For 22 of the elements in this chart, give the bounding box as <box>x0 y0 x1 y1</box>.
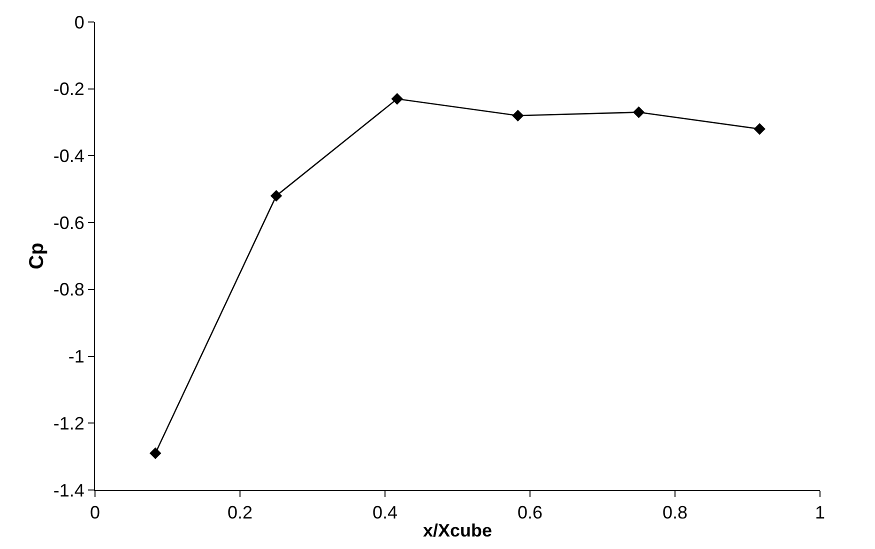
y-tick-label: -0.4 <box>53 146 84 166</box>
point <box>632 106 645 118</box>
x-tick-label: 0.4 <box>372 502 398 523</box>
x-axis-title: x/Xcube <box>422 520 492 541</box>
y-axis-title: Cp <box>26 242 48 270</box>
y-tick-label: -0.2 <box>53 79 84 100</box>
point <box>512 110 524 122</box>
x-tick-label: 0 <box>90 502 100 523</box>
x-tick-label: 0.8 <box>662 502 688 523</box>
point <box>150 447 162 460</box>
point <box>391 93 403 105</box>
y-tick-label: -1 <box>68 346 84 367</box>
point <box>754 123 766 135</box>
y-tick-label: -1.2 <box>53 413 84 434</box>
x-tick-label: 1 <box>814 502 826 523</box>
x-tick-label: 0.6 <box>517 502 543 523</box>
y-tick-label: -0.6 <box>53 212 84 233</box>
y-tick-label: 0 <box>74 12 84 32</box>
y-tick-label: -0.8 <box>53 280 84 300</box>
point <box>270 190 282 202</box>
x-tick-label: 0.2 <box>227 502 253 523</box>
y-tick-label: -1.4 <box>53 480 84 500</box>
